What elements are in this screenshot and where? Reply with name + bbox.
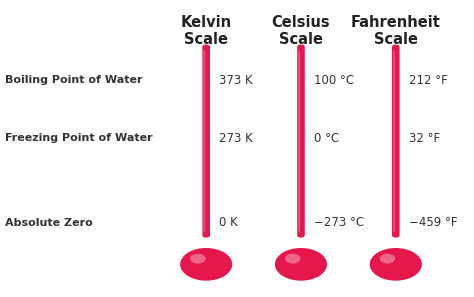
Text: 0 K: 0 K: [219, 216, 238, 229]
FancyBboxPatch shape: [392, 45, 400, 238]
Text: 212 °F: 212 °F: [409, 74, 448, 87]
Text: 273 K: 273 K: [219, 132, 253, 145]
FancyBboxPatch shape: [297, 45, 305, 238]
Text: Fahrenheit
Scale: Fahrenheit Scale: [351, 15, 441, 47]
Circle shape: [275, 248, 327, 281]
Text: −273 °C: −273 °C: [314, 216, 365, 229]
Text: −459 °F: −459 °F: [409, 216, 457, 229]
FancyBboxPatch shape: [393, 50, 395, 232]
FancyBboxPatch shape: [203, 50, 205, 232]
Text: Kelvin
Scale: Kelvin Scale: [181, 15, 232, 47]
Circle shape: [190, 254, 206, 263]
FancyBboxPatch shape: [298, 50, 300, 232]
Circle shape: [180, 248, 232, 281]
Text: 373 K: 373 K: [219, 74, 253, 87]
Text: 100 °C: 100 °C: [314, 74, 355, 87]
Text: Freezing Point of Water: Freezing Point of Water: [5, 133, 152, 143]
Text: Boiling Point of Water: Boiling Point of Water: [5, 75, 142, 85]
Text: Absolute Zero: Absolute Zero: [5, 218, 92, 228]
Text: 32 °F: 32 °F: [409, 132, 440, 145]
FancyBboxPatch shape: [202, 45, 210, 238]
Text: Celsius
Scale: Celsius Scale: [272, 15, 330, 47]
Circle shape: [370, 248, 422, 281]
Circle shape: [285, 254, 301, 263]
Circle shape: [380, 254, 395, 263]
Text: 0 °C: 0 °C: [314, 132, 339, 145]
